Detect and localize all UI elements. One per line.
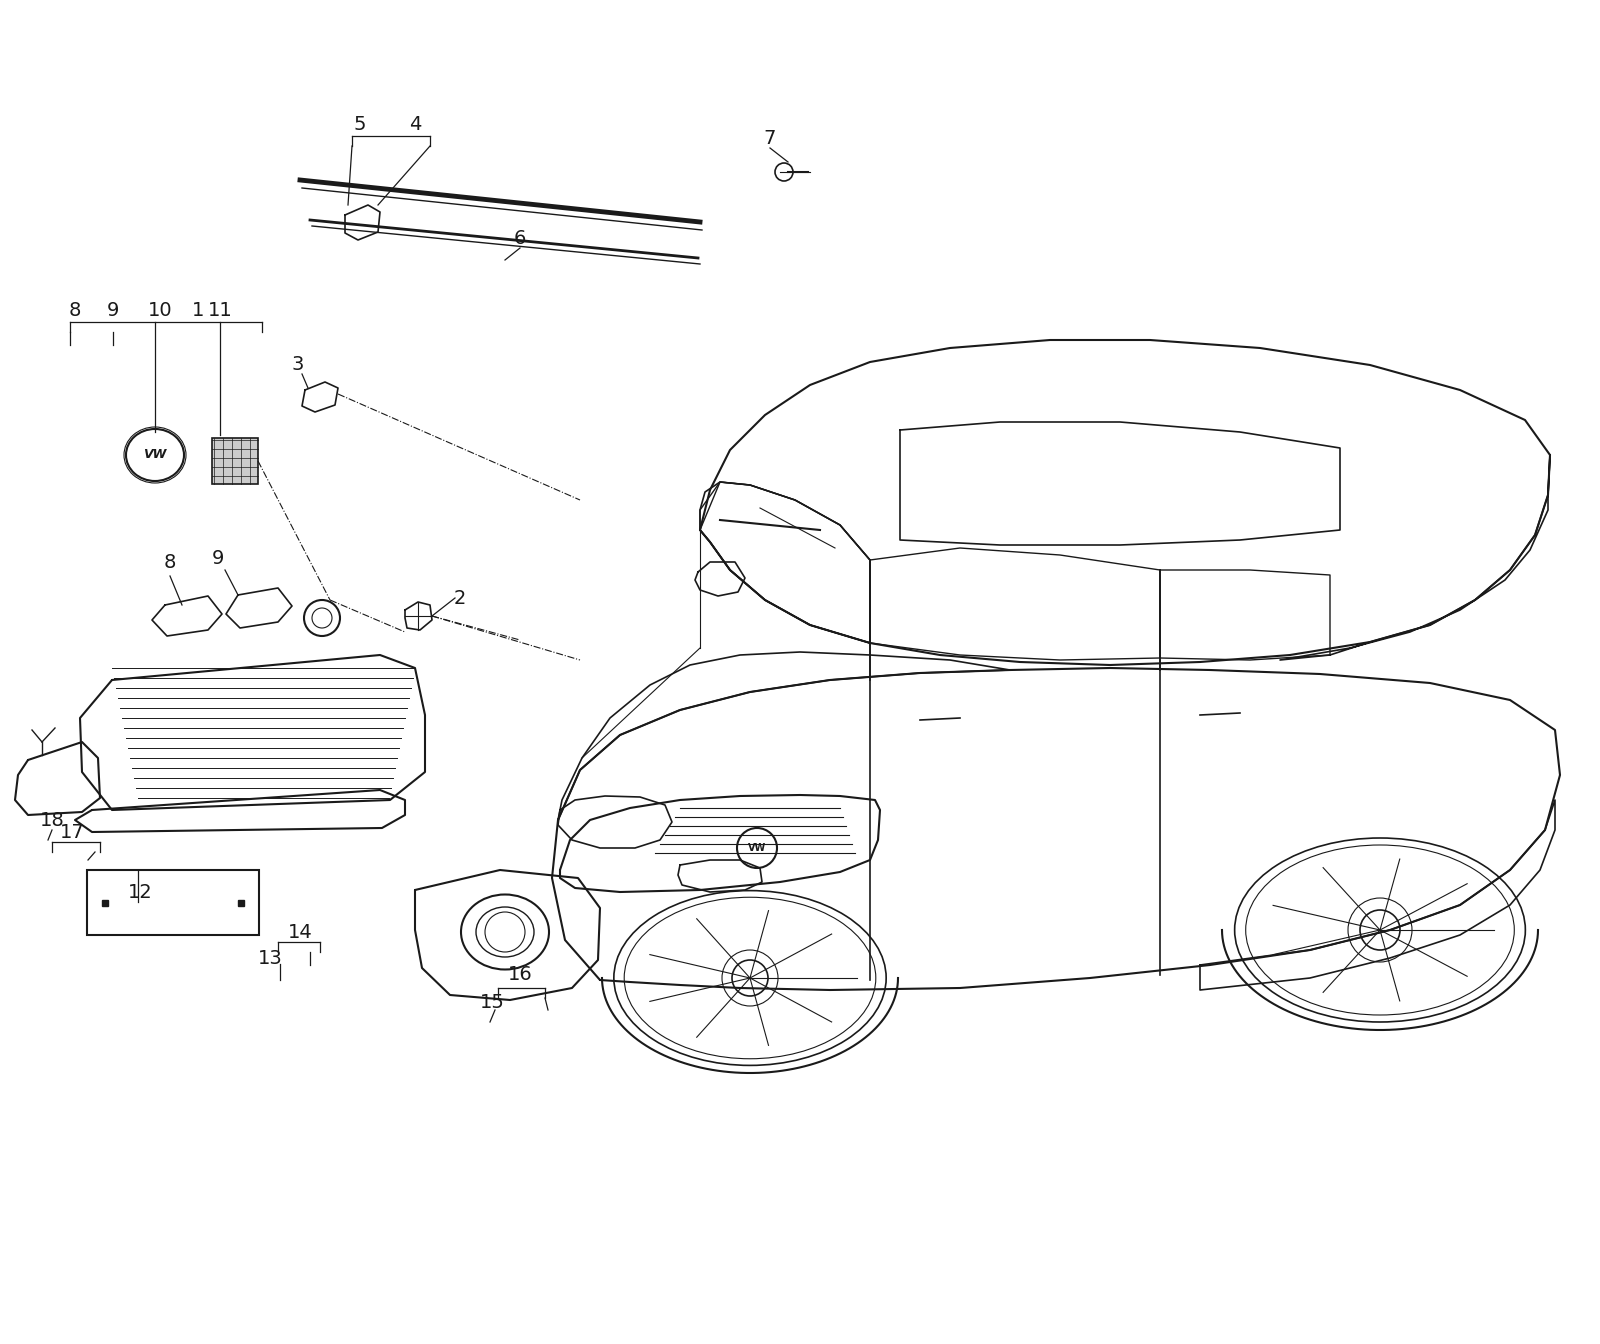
Text: VW: VW [747, 843, 766, 853]
Text: 8: 8 [163, 552, 176, 571]
Text: 15: 15 [480, 992, 504, 1012]
Text: 5: 5 [354, 116, 366, 134]
Text: 10: 10 [147, 301, 173, 320]
Text: VW: VW [144, 449, 166, 461]
Text: 4: 4 [410, 116, 421, 134]
Text: 11: 11 [208, 301, 232, 320]
Bar [86, 870, 259, 935]
Text: 13: 13 [258, 949, 282, 968]
Text: 1: 1 [192, 301, 205, 320]
Text: 18: 18 [40, 810, 64, 829]
Text: 17: 17 [59, 823, 85, 841]
Text: 12: 12 [128, 883, 152, 902]
Bar [211, 438, 258, 484]
Text: 9: 9 [107, 301, 118, 320]
Text: 16: 16 [507, 965, 533, 985]
Text: 9: 9 [211, 548, 224, 567]
Text: 3: 3 [291, 356, 304, 375]
Text: 8: 8 [69, 301, 82, 320]
Text: 7: 7 [763, 129, 776, 148]
Text: 6: 6 [514, 228, 526, 247]
Text: 14: 14 [288, 922, 312, 942]
Text: 2: 2 [454, 589, 466, 607]
